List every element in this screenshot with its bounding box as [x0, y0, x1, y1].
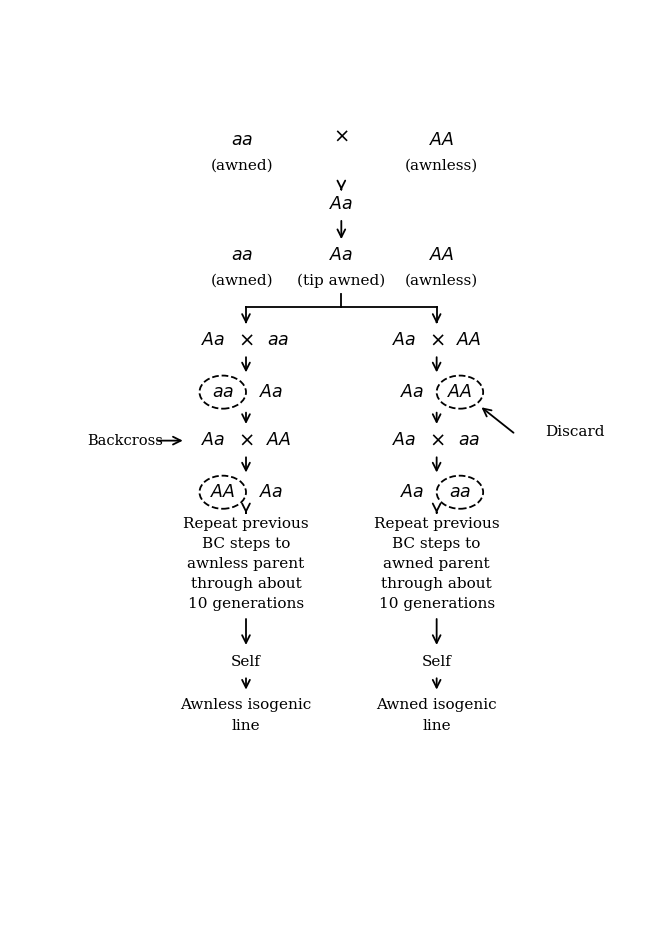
Text: $aa$: $aa$ — [231, 247, 253, 265]
Text: $AA$: $AA$ — [210, 484, 236, 500]
Text: (awnless): (awnless) — [405, 158, 478, 172]
Text: $\times$: $\times$ — [238, 332, 254, 350]
Text: $AA$: $AA$ — [266, 432, 291, 449]
Text: $Aa$: $Aa$ — [400, 484, 424, 500]
Text: $AA$: $AA$ — [456, 332, 482, 349]
Text: $aa$: $aa$ — [268, 332, 290, 349]
Text: $Aa$: $Aa$ — [258, 384, 283, 401]
Text: Repeat previous
BC steps to
awnless parent
through about
10 generations: Repeat previous BC steps to awnless pare… — [183, 516, 309, 611]
Text: Awned isogenic
line: Awned isogenic line — [376, 698, 497, 733]
Text: $Aa$: $Aa$ — [392, 432, 416, 449]
Text: $Aa$: $Aa$ — [201, 432, 226, 449]
Text: $Aa$: $Aa$ — [400, 384, 424, 401]
Text: $Aa$: $Aa$ — [201, 332, 226, 349]
Text: (tip awned): (tip awned) — [297, 273, 386, 288]
Text: Self: Self — [422, 654, 452, 668]
Text: Backcross: Backcross — [87, 433, 163, 447]
Text: (awned): (awned) — [211, 158, 274, 172]
Text: Self: Self — [231, 654, 261, 668]
Text: Discard: Discard — [545, 425, 605, 439]
Text: $Aa$: $Aa$ — [392, 332, 416, 349]
Text: $\times$: $\times$ — [334, 128, 349, 145]
Text: $aa$: $aa$ — [231, 131, 253, 149]
Text: Awnless isogenic
line: Awnless isogenic line — [180, 698, 312, 733]
Text: $aa$: $aa$ — [458, 432, 480, 449]
Text: $AA$: $AA$ — [447, 384, 473, 401]
Text: $\times$: $\times$ — [429, 332, 444, 350]
Text: $AA$: $AA$ — [428, 247, 454, 265]
Text: (awnless): (awnless) — [405, 273, 478, 287]
Text: $Aa$: $Aa$ — [258, 484, 283, 500]
Text: $aa$: $aa$ — [212, 384, 234, 401]
Text: $\times$: $\times$ — [238, 432, 254, 449]
Text: $AA$: $AA$ — [428, 131, 454, 149]
Text: $\times$: $\times$ — [429, 432, 444, 449]
Text: $aa$: $aa$ — [449, 484, 471, 500]
Text: $Aa$: $Aa$ — [329, 196, 354, 212]
Text: Repeat previous
BC steps to
awned parent
through about
10 generations: Repeat previous BC steps to awned parent… — [374, 516, 500, 611]
Text: (awned): (awned) — [211, 273, 274, 287]
Text: $Aa$: $Aa$ — [329, 247, 354, 265]
